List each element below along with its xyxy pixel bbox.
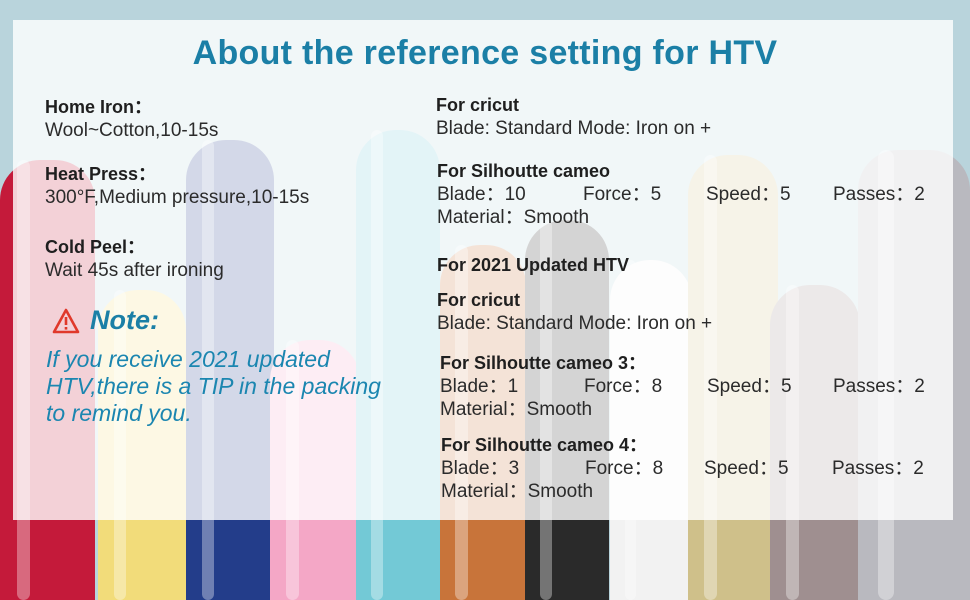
updated-htv-heading-block: For 2021 Updated HTV <box>437 254 629 277</box>
cold-peel-section: Cold Peel： Wait 45s after ironing <box>45 236 224 282</box>
cameo4-settings-row: Blade：3 Force：8 Speed：5 Passes：2 <box>441 457 924 480</box>
cameo3-settings-row: Blade：1 Force：8 Speed：5 Passes：2 <box>440 375 925 398</box>
note-heading-text: Note: <box>90 305 159 335</box>
cameo3-section: For Silhoutte cameo 3： Blade：1 Force：8 S… <box>440 352 925 421</box>
cameo4-material: Material：Smooth <box>441 481 594 502</box>
cameo-blade: Blade：10 <box>437 184 526 205</box>
cricut-updated-label: For cricut <box>437 290 521 310</box>
cameo3-label: For Silhoutte cameo 3： <box>440 353 647 373</box>
home-iron-value: Wool~Cotton,10-15s <box>45 120 219 141</box>
cricut-label: For cricut <box>436 95 520 115</box>
cameo3-passes: Passes：2 <box>833 376 925 397</box>
cameo3-speed: Speed：5 <box>707 376 792 397</box>
cameo4-blade: Blade：3 <box>441 458 520 479</box>
cricut-value: Blade: Standard Mode: Iron on + <box>436 118 712 139</box>
cameo3-material: Material：Smooth <box>440 399 593 420</box>
note-heading: Note: <box>52 305 159 336</box>
warning-triangle-icon <box>52 308 80 333</box>
home-iron-section: Home Iron： Wool~Cotton,10-15s <box>45 96 218 142</box>
heat-press-label: Heat Press： <box>45 164 157 184</box>
cricut-updated-section: For cricut Blade: Standard Mode: Iron on… <box>437 289 712 335</box>
home-iron-label: Home Iron： <box>45 97 153 117</box>
page-title: About the reference setting for HTV <box>192 34 778 72</box>
cameo-force: Force：5 <box>583 184 662 205</box>
cameo3-blade: Blade：1 <box>440 376 519 397</box>
cricut-section: For cricut Blade: Standard Mode: Iron on… <box>436 94 711 140</box>
cricut-updated-value: Blade: Standard Mode: Iron on + <box>437 313 713 334</box>
heat-press-value: 300°F,Medium pressure,10-15s <box>45 187 310 208</box>
note-text: If you receive 2021 updated HTV,there is… <box>46 346 381 426</box>
cameo-speed: Speed：5 <box>706 184 791 205</box>
updated-htv-heading: For 2021 Updated HTV <box>437 255 630 275</box>
cameo4-label: For Silhoutte cameo 4： <box>441 435 648 455</box>
cold-peel-value: Wait 45s after ironing <box>45 260 224 281</box>
info-panel <box>13 20 953 520</box>
cameo-material: Material：Smooth <box>437 207 590 228</box>
cameo-section: For Silhoutte cameo Blade：10 Force：5 Spe… <box>437 160 925 229</box>
cameo-passes: Passes：2 <box>833 184 925 205</box>
cameo4-section: For Silhoutte cameo 4： Blade：3 Force：8 S… <box>441 434 924 503</box>
cold-peel-label: Cold Peel： <box>45 237 146 257</box>
cameo-settings-row: Blade：10 Force：5 Speed：5 Passes：2 <box>437 183 925 206</box>
cameo4-force: Force：8 <box>585 458 664 479</box>
cameo4-speed: Speed：5 <box>704 458 789 479</box>
cameo-label: For Silhoutte cameo <box>437 161 611 181</box>
heat-press-section: Heat Press： 300°F,Medium pressure,10-15s <box>45 163 309 209</box>
cameo3-force: Force：8 <box>584 376 663 397</box>
cameo4-passes: Passes：2 <box>832 458 924 479</box>
